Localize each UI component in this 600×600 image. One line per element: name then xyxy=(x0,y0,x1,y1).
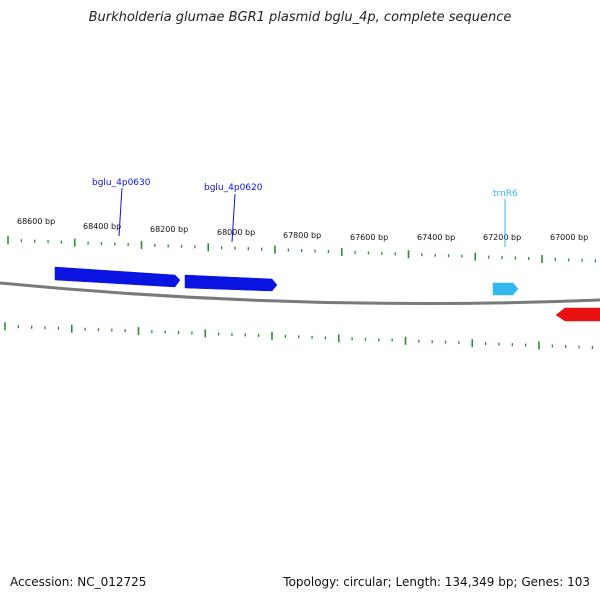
tick-label: 67400 bp xyxy=(417,233,455,242)
gene-arrow[interactable] xyxy=(492,282,519,296)
gene-label: trnR6 xyxy=(493,189,518,199)
gene-features xyxy=(54,266,600,322)
tick-label: 68200 bp xyxy=(150,225,188,234)
gene-label: bglu_4p0630 xyxy=(92,178,151,188)
gene-label: bglu_4p0620 xyxy=(204,183,263,193)
inner-tick-ring xyxy=(4,322,594,350)
tick-label: 67600 bp xyxy=(350,233,388,242)
tick-label: 68400 bp xyxy=(83,222,121,231)
gene-leader-line xyxy=(118,187,123,237)
plasmid-backbone xyxy=(0,281,600,306)
gene-arrow[interactable] xyxy=(555,307,600,322)
tick-label: 68000 bp xyxy=(217,228,255,237)
tick-label: 67800 bp xyxy=(283,231,321,240)
topology-summary: Topology: circular; Length: 134,349 bp; … xyxy=(283,575,590,589)
tick-labels: 68600 bp 68400 bp 68200 bp 68000 bp 67800 bp… xyxy=(17,217,588,242)
gene-arrow[interactable] xyxy=(184,274,278,292)
tick-label: 68600 bp xyxy=(17,217,55,226)
gene-leader-line xyxy=(231,193,236,243)
map-title: Burkholderia glumae BGR1 plasmid bglu_4p… xyxy=(88,10,512,25)
tick-label: 67200 bp xyxy=(483,233,521,242)
gene-arrow[interactable] xyxy=(54,266,181,288)
gene-labels: bglu_4p0630 bglu_4p0620 trnR6 xyxy=(92,178,518,247)
accession-text: Accession: NC_012725 xyxy=(10,575,147,589)
tick-label: 67000 bp xyxy=(550,233,588,242)
outer-tick-ring xyxy=(7,236,597,263)
